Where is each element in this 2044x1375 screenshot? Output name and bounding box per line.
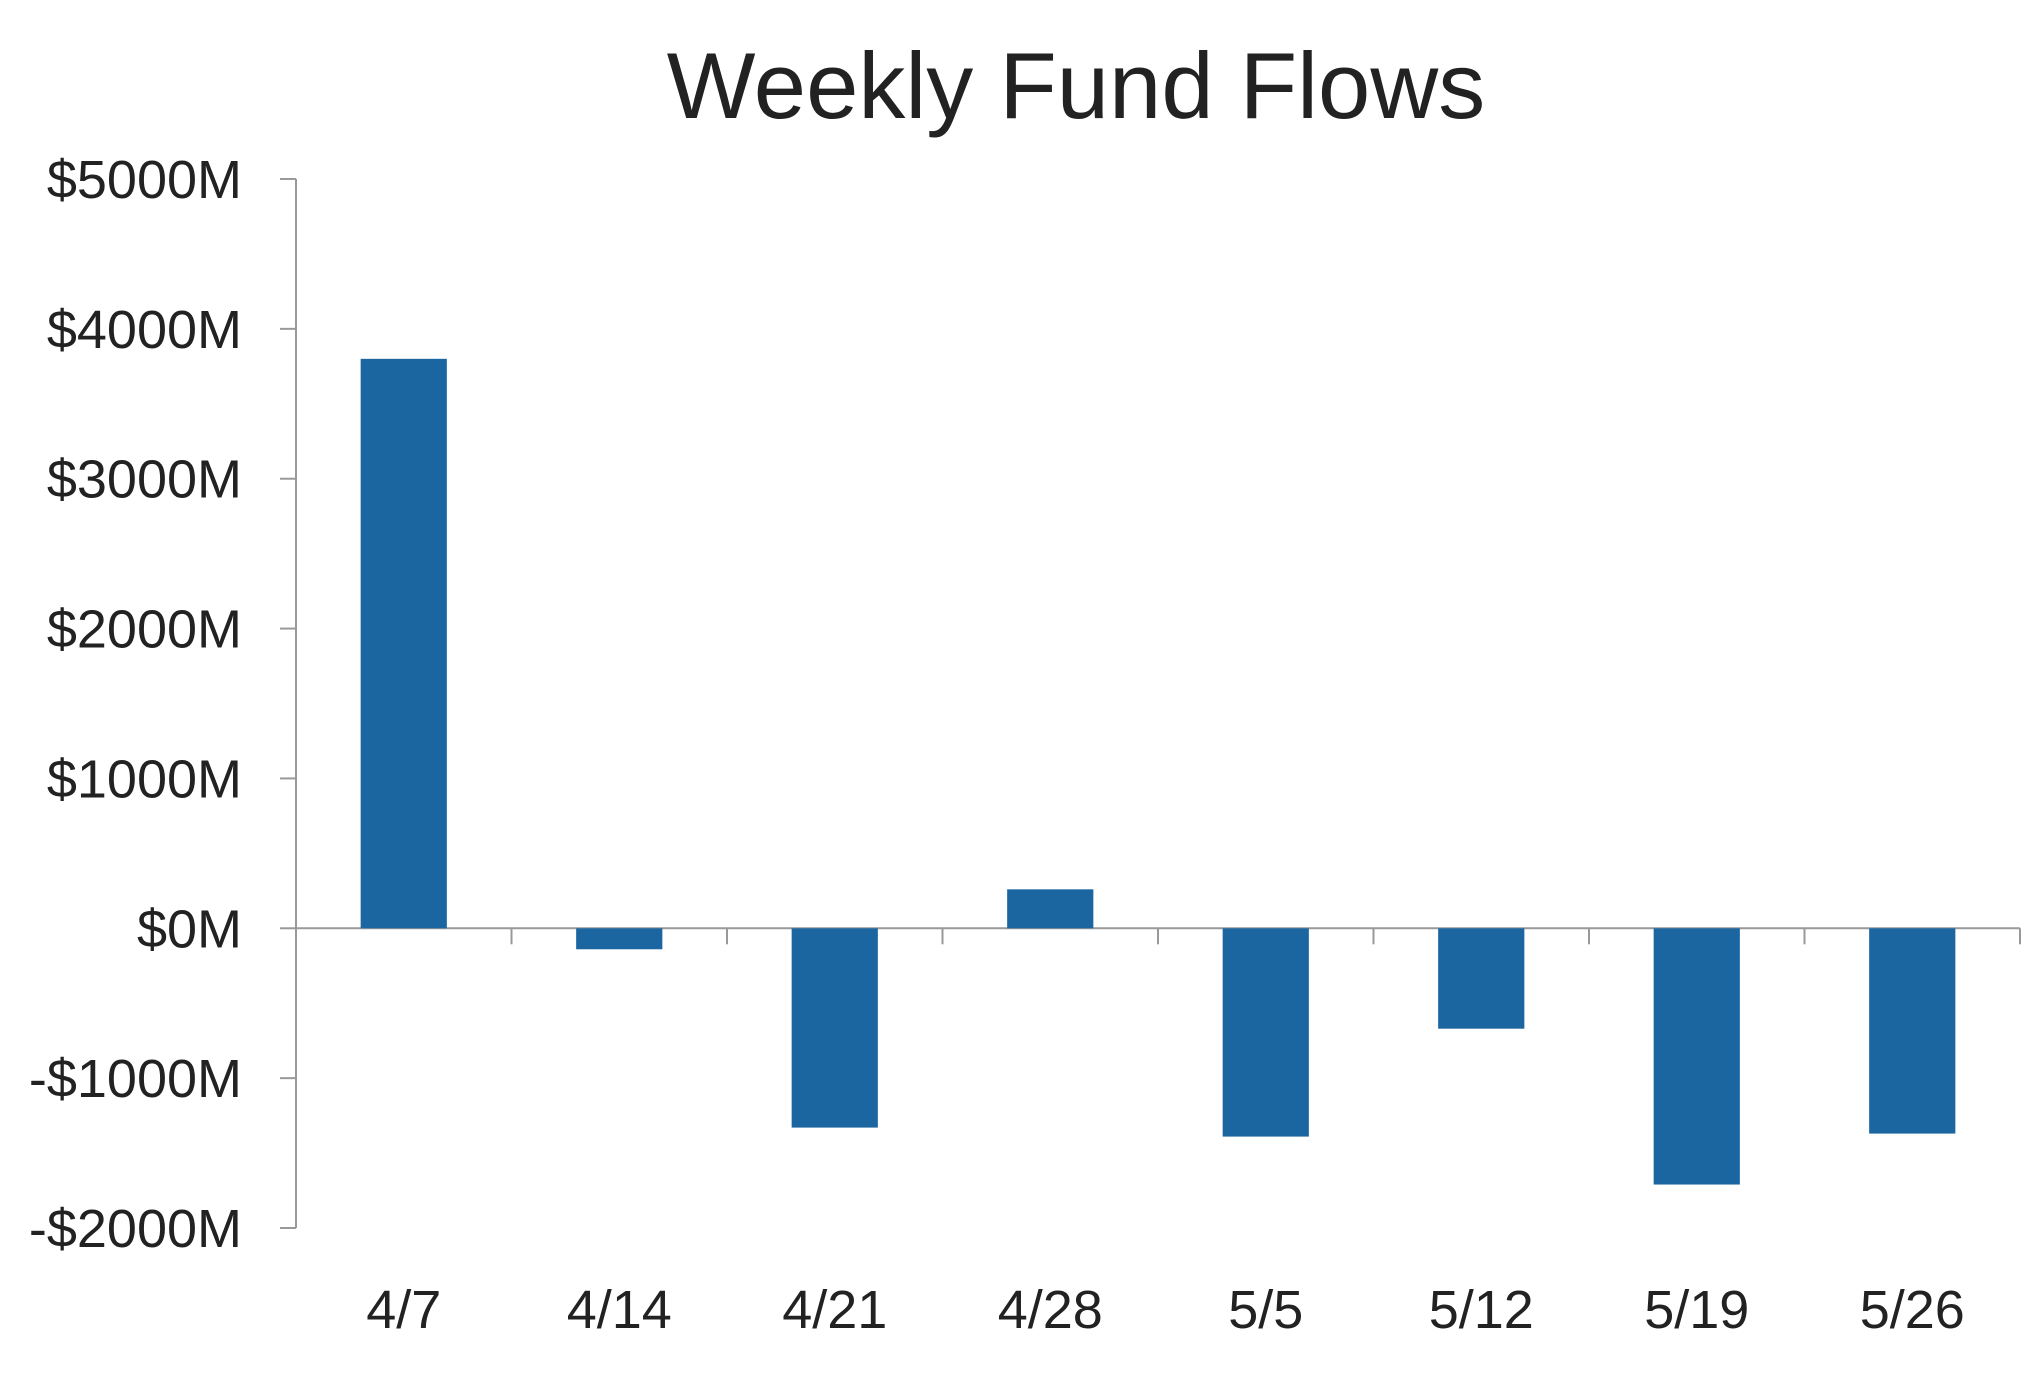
- y-tick-label: $3000M: [47, 450, 242, 510]
- y-tick-label: $5000M: [47, 150, 242, 210]
- bar-4-21: [791, 928, 878, 1128]
- x-axis: 4/7 4/14 4/21 4/28 5/5 5/12 5/19 5/26: [296, 927, 2021, 1340]
- x-tick-label: 4/28: [998, 1280, 1103, 1340]
- x-tick-label: 5/5: [1228, 1280, 1303, 1340]
- y-tick-label: $0M: [137, 899, 242, 959]
- bar-4-7: [360, 358, 447, 929]
- y-tick-label: -$1000M: [29, 1049, 242, 1109]
- bar-5-26: [1869, 928, 1956, 1134]
- bar-5-19: [1653, 928, 1740, 1185]
- bar-5-5: [1222, 928, 1309, 1137]
- y-tick-label: $4000M: [47, 300, 242, 360]
- chart-title: Weekly Fund Flows: [667, 33, 1485, 138]
- x-tick-label: 5/12: [1429, 1280, 1534, 1340]
- bar-4-28: [1007, 889, 1094, 929]
- x-tick-label: 5/26: [1860, 1280, 1965, 1340]
- x-tick-label: 4/7: [366, 1280, 441, 1340]
- y-axis: $5000M $4000M $3000M $2000M $1000M $0M -$1000M…: [29, 150, 297, 1259]
- bar-5-12: [1438, 928, 1525, 1029]
- x-tick-label: 4/21: [782, 1280, 887, 1340]
- y-tick-label: -$2000M: [29, 1199, 242, 1259]
- x-tick-label: 4/14: [567, 1280, 672, 1340]
- bar-4-14: [576, 928, 663, 950]
- x-tick-label: 5/19: [1644, 1280, 1749, 1340]
- y-tick-label: $2000M: [47, 600, 242, 660]
- y-tick-label: $1000M: [47, 749, 242, 809]
- bars-group: [360, 358, 1956, 1185]
